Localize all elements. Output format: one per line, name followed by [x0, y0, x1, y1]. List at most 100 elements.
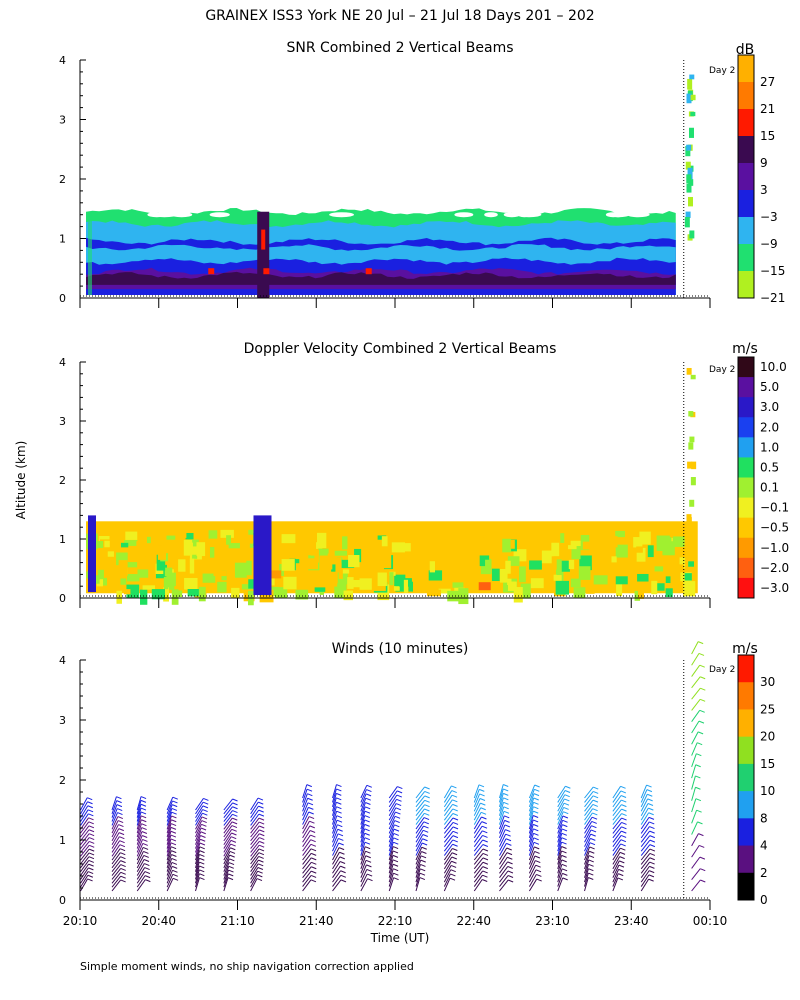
doppler-cell [318, 573, 330, 579]
wind-barb-flag [231, 825, 238, 829]
wind-barb-flag [307, 797, 313, 801]
wind-barb-flag [695, 775, 701, 779]
wind-barb [498, 788, 504, 803]
wind-barb [584, 795, 594, 808]
wind-barb [640, 817, 650, 830]
wind-barb [80, 841, 90, 853]
doppler-cell [480, 559, 489, 565]
doppler-heatmap [86, 367, 698, 606]
snr-colorbar-frame [737, 54, 755, 299]
doppler-post-boundary-cell [690, 374, 696, 380]
wind-barb [302, 784, 308, 799]
winds-colorbar-swatch [738, 655, 754, 683]
wind-barb-flag [199, 850, 205, 854]
wind-barb-flag [336, 815, 342, 819]
wind-barb [166, 854, 172, 869]
snr-post-boundary-cell [686, 183, 692, 193]
wind-barb [136, 867, 146, 880]
wind-barb [332, 815, 338, 830]
wind-barb-flag [449, 877, 456, 881]
wind-barb-flag [88, 859, 94, 863]
y-axis-label: Altitude (km) [14, 441, 28, 520]
wind-barb [223, 829, 233, 842]
wind-barb [584, 812, 593, 825]
wind-barb-flag [259, 837, 265, 841]
wind-barb [136, 847, 144, 861]
wind-barb-flag [423, 821, 429, 825]
wind-barb-flag [482, 874, 488, 878]
wind-barb [223, 851, 231, 865]
x-tick-label: 23:40 [614, 914, 649, 928]
wind-barb-flag [336, 819, 343, 823]
wind-barb [111, 848, 121, 861]
wind-barb [388, 799, 397, 812]
wind-barb [136, 863, 145, 876]
wind-barb [640, 857, 651, 870]
wind-barb [528, 869, 537, 883]
wind-barb-flag [452, 803, 458, 807]
wind-barb [302, 816, 310, 830]
wind-barb [80, 848, 90, 861]
wind-barb [360, 833, 366, 847]
wind-barb [360, 873, 368, 887]
wind-barb-flag [203, 801, 209, 805]
wind-barb-flag [199, 869, 205, 873]
wind-barb-flag [392, 868, 399, 872]
wind-barb-flag [452, 830, 459, 834]
wind-barb [360, 806, 366, 821]
wind-barb [136, 859, 145, 872]
wind-barb-flag [534, 846, 540, 850]
wind-barb [250, 797, 259, 811]
winds-y-tick-label: 2 [59, 774, 66, 787]
wind-barb-flag [505, 829, 511, 833]
doppler-colorbar-label: 0.1 [760, 481, 779, 495]
wind-barb-flag [424, 804, 430, 808]
snr-y-tick-label: 1 [59, 233, 66, 246]
wind-barb-flag [648, 816, 655, 820]
wind-barb-flag [140, 815, 147, 819]
wind-barb-flag [452, 826, 459, 830]
wind-barb [388, 807, 397, 821]
wind-barb [223, 866, 230, 880]
wind-barb [473, 870, 484, 883]
wind-barb [111, 808, 118, 822]
wind-barb [195, 809, 204, 822]
wind-barb-flag [482, 839, 488, 843]
doppler-cell [163, 587, 170, 602]
wind-barb [388, 846, 394, 861]
doppler-cell [611, 556, 617, 563]
wind-barb [528, 784, 536, 799]
wind-barb-flag [392, 846, 399, 850]
wind-barb-flag [88, 817, 94, 821]
doppler-y-tick-label: 4 [59, 356, 66, 369]
wind-barb [691, 641, 699, 655]
snr-colorbar-unit: dB [736, 42, 755, 58]
wind-barb [528, 846, 535, 861]
doppler-colorbar-label: 2.0 [760, 420, 779, 434]
wind-barb-flag [364, 815, 370, 819]
doppler-cell [220, 529, 234, 538]
wind-barb-flag [535, 860, 541, 864]
wind-barb [166, 838, 172, 853]
wind-barb-flag [562, 824, 568, 828]
doppler-cell [578, 566, 591, 580]
wind-barb [166, 831, 172, 845]
snr-colorbar-label: −21 [760, 291, 785, 305]
wind-barb-flag [367, 878, 373, 882]
wind-barb-flag [340, 874, 347, 878]
doppler-cell [304, 532, 315, 538]
wind-barb [528, 837, 535, 852]
wind-barb [250, 863, 259, 876]
doppler-cell [120, 578, 127, 585]
wind-barb-flag [420, 855, 427, 859]
doppler-cell [317, 532, 327, 549]
doppler-colorbar-label: −3.0 [760, 581, 789, 595]
wind-barb-flag [199, 873, 205, 877]
wind-barb [111, 852, 121, 865]
wind-barb [136, 875, 146, 888]
snr-y-tick-label: 4 [59, 54, 66, 67]
wind-barb [473, 798, 481, 812]
wind-barb-flag [505, 833, 511, 837]
wind-barb-flag [310, 834, 316, 838]
wind-barb [691, 664, 701, 677]
